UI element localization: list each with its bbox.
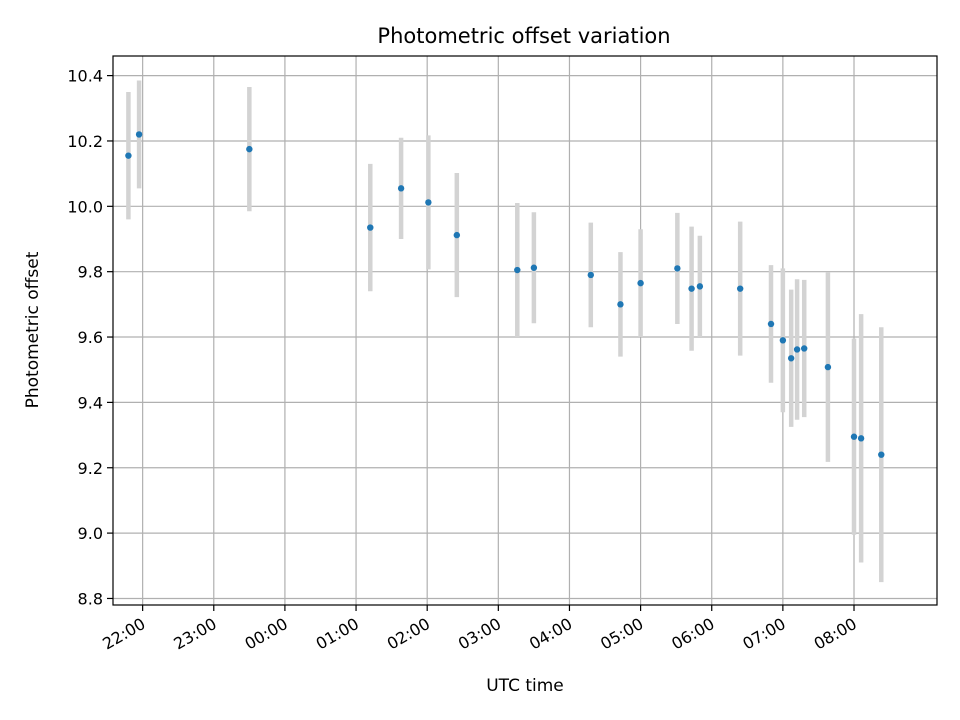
x-tick-label: 07:00 [739, 614, 788, 654]
x-tick-label: 02:00 [384, 614, 433, 654]
y-axis: 8.8 9.0 9.2 9.4 9.6 9.8 10.0 10.2 10.4 [67, 67, 113, 608]
data-point [767, 320, 775, 328]
x-tick-label: 08:00 [811, 614, 860, 654]
y-tick-label: 9.0 [78, 524, 103, 543]
data-point [135, 131, 143, 138]
data-point [637, 279, 644, 287]
data-point [617, 301, 624, 308]
y-tick-label: 9.4 [78, 393, 103, 412]
data-point [787, 355, 795, 362]
plot-frame [112, 55, 938, 606]
y-axis-title: Photometric offset [23, 251, 43, 408]
y-tick-label: 9.2 [78, 459, 103, 478]
data-point [801, 345, 808, 352]
y-tick-label: 8.8 [78, 589, 103, 608]
data-point [850, 433, 858, 440]
data-point [587, 271, 595, 279]
x-axis: 22:00 23:00 00:00 01:00 02:00 03:00 04:00 05:00… [99, 605, 860, 654]
x-tick-label: 05:00 [597, 614, 646, 654]
data-point [736, 285, 744, 292]
y-tick-label: 10.2 [67, 132, 103, 151]
data-point [514, 266, 521, 274]
data-point [857, 435, 865, 442]
data-point [688, 285, 695, 292]
x-tick-label: 22:00 [99, 614, 148, 654]
y-tick-label: 10.0 [67, 197, 103, 216]
x-axis-title: UTC time [486, 676, 564, 696]
data-point [425, 199, 432, 206]
data-point [453, 231, 461, 239]
x-tick-label: 06:00 [668, 614, 717, 654]
data-point [779, 337, 787, 344]
y-tick-label: 9.6 [78, 328, 103, 347]
x-tick-label: 04:00 [526, 614, 575, 654]
data-point [793, 346, 801, 353]
data-point [246, 145, 253, 153]
data-points [125, 131, 885, 458]
data-point [878, 451, 885, 458]
data-point [125, 152, 132, 159]
data-point [824, 363, 832, 371]
data-point [696, 283, 704, 290]
grid [113, 56, 937, 605]
data-point [397, 185, 405, 192]
y-tick-label: 9.8 [78, 263, 103, 282]
y-tick-label: 10.4 [67, 67, 103, 86]
x-tick-label: 03:00 [455, 614, 504, 654]
x-tick-label: 01:00 [313, 614, 362, 654]
error-bars [126, 80, 884, 583]
x-tick-label: 23:00 [170, 614, 219, 654]
x-tick-label: 00:00 [241, 614, 290, 654]
chart-title: Photometric offset variation [377, 24, 670, 48]
data-point [367, 224, 374, 231]
data-point [530, 264, 538, 271]
data-point [674, 265, 681, 272]
